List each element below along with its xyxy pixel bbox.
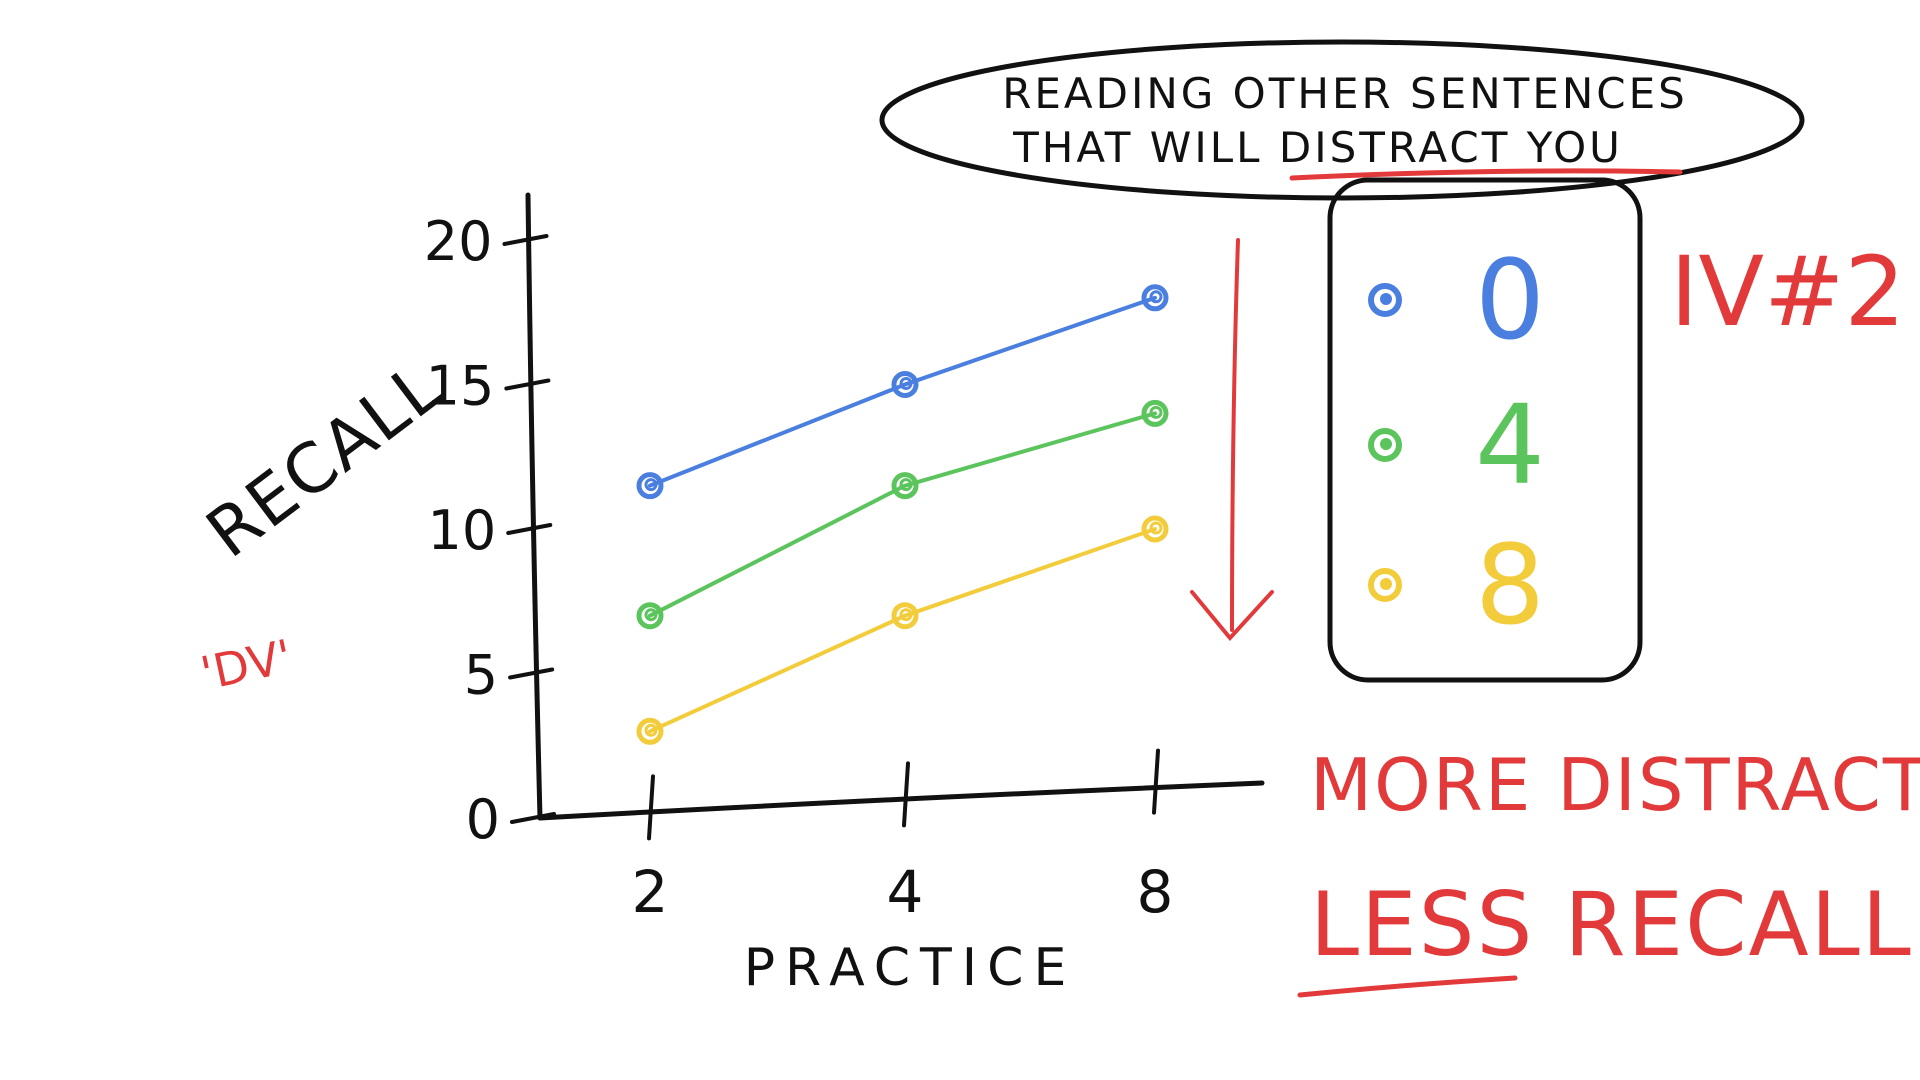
x-ticks: 2 4 8 — [632, 748, 1174, 926]
y-tick-label: 0 — [466, 788, 500, 851]
series-line-0 — [648, 295, 1157, 488]
x-tick-mark — [647, 774, 655, 841]
data-point — [891, 472, 919, 500]
y-tick-mark — [504, 378, 551, 391]
y-tick-mark — [502, 234, 549, 246]
data-point-scribble — [1149, 405, 1163, 419]
data-point-scribble — [899, 377, 913, 390]
data-point-scribble — [899, 478, 913, 492]
y-tick-label: 5 — [464, 644, 498, 707]
data-point — [1141, 399, 1169, 427]
legend-marker — [1368, 283, 1402, 317]
legend-label: 4 — [1475, 381, 1545, 509]
data-point-scribble — [644, 723, 658, 737]
data-point — [891, 371, 919, 398]
series-group — [636, 284, 1169, 745]
legend-title-line1: READING OTHER SENTENCES — [1002, 69, 1688, 118]
legend-label: 8 — [1475, 521, 1545, 649]
axes — [525, 192, 1265, 821]
trend-annotation-line1: MORE DISTRACTION — [1310, 743, 1920, 827]
legend-box — [1327, 177, 1643, 683]
y-tick-label: 20 — [424, 210, 493, 273]
trend-annotation-underline — [1297, 975, 1518, 998]
y-tick-mark — [508, 667, 555, 680]
x-tick-mark — [1152, 748, 1160, 815]
legend-tag: IV#2 — [1670, 236, 1906, 348]
legend-title-line2: THAT WILL DISTRACT YOU — [1012, 123, 1623, 172]
x-tick-label: 4 — [887, 858, 924, 926]
legend-marker-fill — [1380, 293, 1392, 305]
data-point — [1141, 515, 1169, 543]
legend-marker — [1368, 428, 1402, 462]
legend-title-bubble — [879, 39, 1805, 201]
series-line-2 — [648, 527, 1157, 734]
x-tick-label: 8 — [1137, 858, 1174, 926]
y-tick-label: 10 — [428, 499, 497, 562]
data-point — [636, 472, 664, 500]
legend-marker-fill — [1380, 438, 1392, 450]
data-point-scribble — [644, 478, 658, 492]
x-axis-label: PRACTICE — [744, 938, 1077, 998]
legend: READING OTHER SENTENCES THAT WILL DISTRA… — [879, 39, 1906, 683]
y-axis-note: 'DV' — [196, 629, 297, 701]
data-point — [1141, 284, 1169, 312]
series-line-1 — [648, 411, 1157, 618]
data-point-scribble — [1149, 521, 1163, 535]
y-tick-mark — [510, 812, 556, 824]
data-point — [636, 602, 664, 630]
data-point-scribble — [899, 608, 913, 622]
trend-arrow — [1190, 238, 1274, 642]
y-axis — [525, 192, 543, 821]
y-axis-label: RECALL — [193, 347, 458, 574]
x-tick-mark — [902, 761, 910, 828]
x-axis — [537, 780, 1265, 821]
legend-marker-fill — [1380, 578, 1392, 590]
trend-annotation-line2: LESS RECALL — [1310, 873, 1913, 976]
x-tick-label: 2 — [632, 858, 669, 926]
data-point — [636, 717, 664, 745]
legend-marker — [1368, 568, 1402, 602]
y-tick-mark — [506, 523, 553, 535]
legend-items: 0 48 — [1368, 236, 1545, 649]
y-ticks: 0 5 10 15 20 — [424, 210, 556, 851]
y-tick-label: 15 — [426, 355, 495, 418]
data-point-scribble — [1149, 290, 1163, 304]
legend-title-underline — [1289, 168, 1683, 181]
legend-label: 0 — [1475, 236, 1545, 364]
data-point-scribble — [644, 608, 658, 622]
data-point — [891, 602, 919, 630]
